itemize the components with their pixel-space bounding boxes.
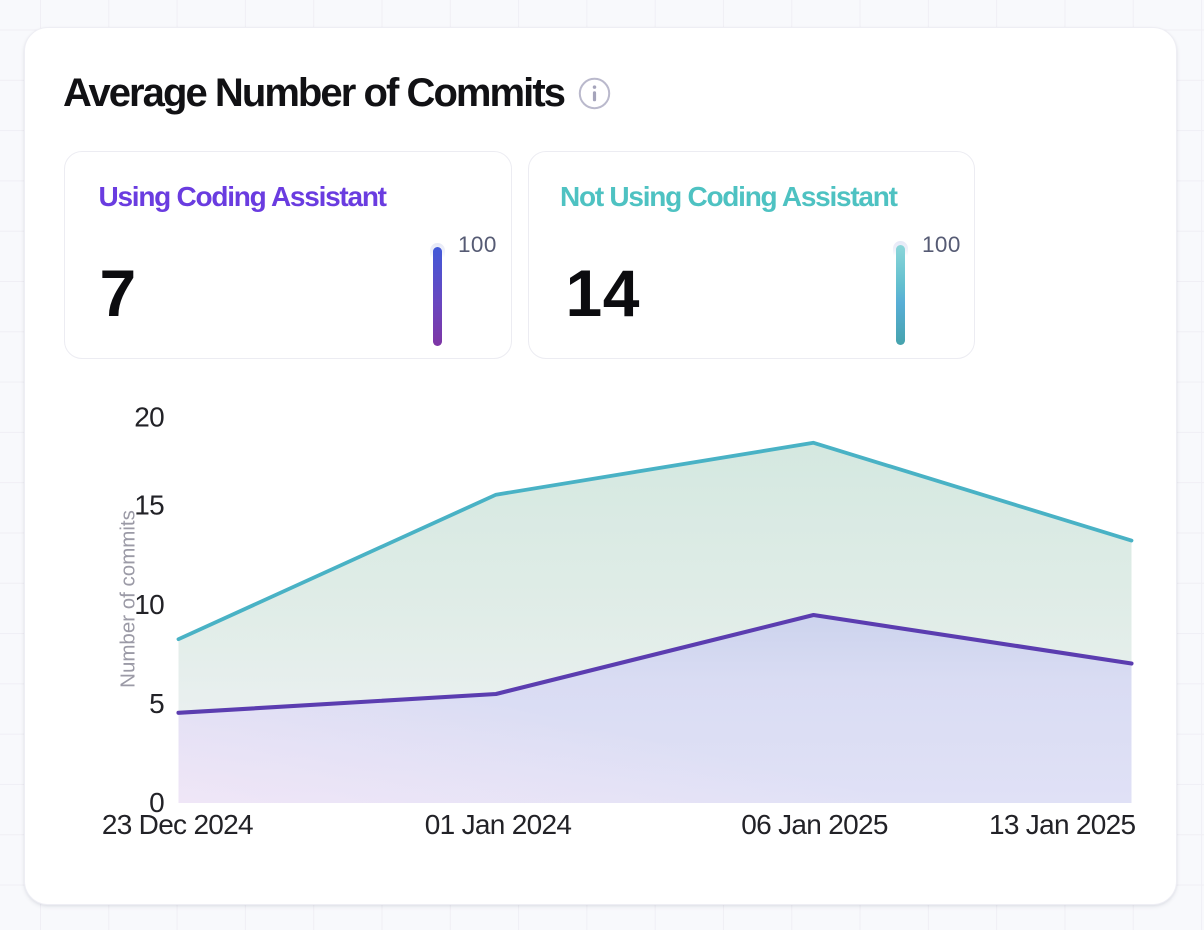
svg-text:13 Jan 2025: 13 Jan 2025 [989, 809, 1136, 840]
svg-text:06 Jan 2025: 06 Jan 2025 [741, 809, 888, 840]
svg-text:0: 0 [149, 787, 164, 818]
svg-text:10: 10 [134, 589, 164, 620]
svg-text:Number of commits: Number of commits [117, 510, 140, 688]
svg-text:23 Dec 2024: 23 Dec 2024 [102, 809, 253, 840]
svg-text:15: 15 [134, 490, 164, 521]
svg-text:5: 5 [149, 688, 164, 719]
svg-text:01 Jan 2024: 01 Jan 2024 [425, 809, 572, 840]
svg-text:20: 20 [134, 402, 164, 433]
